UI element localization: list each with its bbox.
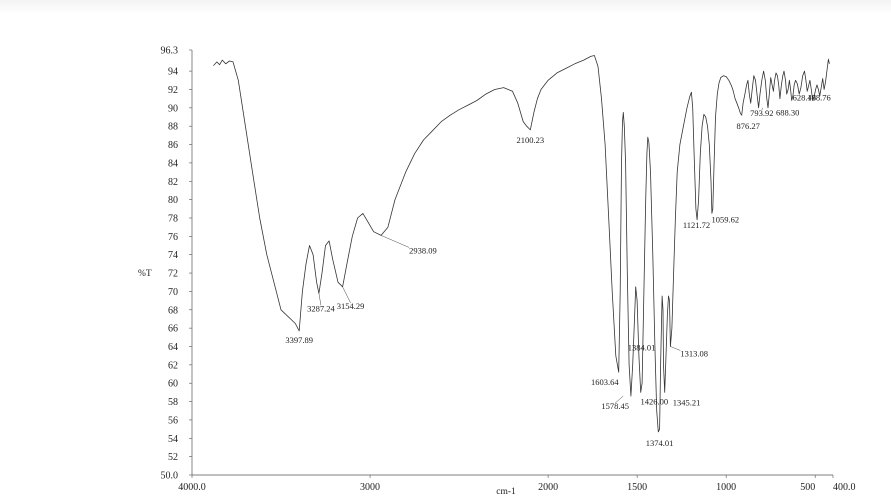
y-tick-label: 56 — [168, 415, 178, 426]
y-tick-label: 60 — [168, 379, 178, 390]
y-tick-label: 54 — [168, 434, 178, 445]
peak-label: 1121.72 — [683, 220, 710, 230]
peak-annotations: 3397.89 3287.24 3154.29 2938.09 2100.23 1384.… — [285, 92, 830, 447]
spectrum-line — [213, 55, 830, 433]
y-tick-label: 68 — [168, 305, 178, 316]
peak-label: 3287.24 — [307, 303, 335, 313]
peak-label: 1426.00 — [641, 396, 669, 406]
peak-label: 1384.01 — [628, 342, 656, 352]
y-axis: 96.3 94 92 90 88 86 84 82 80 78 76 74 72 70 68 66 64 62 60… — [161, 46, 193, 482]
peak-leader-line — [380, 235, 410, 248]
y-tick-label: 70 — [168, 287, 178, 298]
y-tick-label: 80 — [168, 195, 178, 206]
peak-label: 2938.09 — [409, 245, 437, 255]
x-tick-label: 3000 — [360, 482, 380, 493]
y-tick-label: 84 — [168, 158, 178, 169]
peak-label: 3397.89 — [285, 335, 313, 345]
peak-label: 1059.62 — [712, 214, 740, 224]
y-tick-label: 90 — [168, 103, 178, 114]
y-tick-label: 52 — [168, 452, 178, 463]
peak-label: 3154.29 — [337, 301, 365, 311]
y-tick-label: 64 — [168, 342, 178, 353]
x-axis-title: cm-1 — [496, 487, 516, 497]
peak-leader-line — [761, 107, 764, 110]
peak-label: 1313.08 — [680, 348, 708, 358]
y-tick-label: 66 — [168, 324, 178, 335]
y-tick-label: 88 — [168, 122, 178, 133]
peak-label: 1374.01 — [646, 438, 674, 448]
y-tick-label: 82 — [168, 177, 178, 188]
peak-label: 2100.23 — [516, 135, 544, 145]
y-tick-label: 92 — [168, 85, 178, 96]
y-tick-label: 50.0 — [161, 471, 179, 482]
peak-label: 1603.64 — [591, 377, 619, 387]
x-tick-label: 2000 — [538, 482, 558, 493]
peak-label: 793.92 — [750, 108, 773, 118]
x-tick-label: 400.0 — [833, 482, 856, 493]
y-tick-label: 74 — [168, 250, 178, 261]
x-tick-label: 1500 — [627, 482, 647, 493]
y-tick-label: 58 — [168, 397, 178, 408]
y-tick-label: 76 — [168, 232, 178, 243]
peak-label: 1345.21 — [673, 397, 701, 407]
y-tick-label: 96.3 — [161, 46, 179, 57]
peak-label: 876.27 — [737, 121, 760, 131]
x-axis: 4000.0 3000 2000 1500 1000 500 400.0 — [178, 474, 856, 493]
y-axis-title: %T — [138, 269, 152, 279]
y-tick-label: 78 — [168, 213, 178, 224]
peak-label: 688.30 — [776, 108, 799, 118]
peak-label: 498.76 — [807, 92, 830, 102]
x-tick-label: 1000 — [716, 482, 736, 493]
peak-label: 628.16 — [793, 92, 816, 102]
spectrum-series — [213, 55, 830, 433]
peak-label: 1578.45 — [601, 401, 629, 411]
peak-leader-line — [342, 286, 351, 303]
peak-leader-line — [318, 293, 322, 306]
y-tick-label: 94 — [168, 67, 178, 78]
peak-leader-line — [670, 346, 681, 351]
y-tick-label: 72 — [168, 269, 178, 280]
x-tick-label: 500 — [800, 482, 815, 493]
y-tick-label: 86 — [168, 140, 178, 151]
y-tick-label: 62 — [168, 360, 178, 371]
peak-leader-line — [615, 395, 624, 404]
x-tick-label: 4000.0 — [178, 482, 206, 493]
